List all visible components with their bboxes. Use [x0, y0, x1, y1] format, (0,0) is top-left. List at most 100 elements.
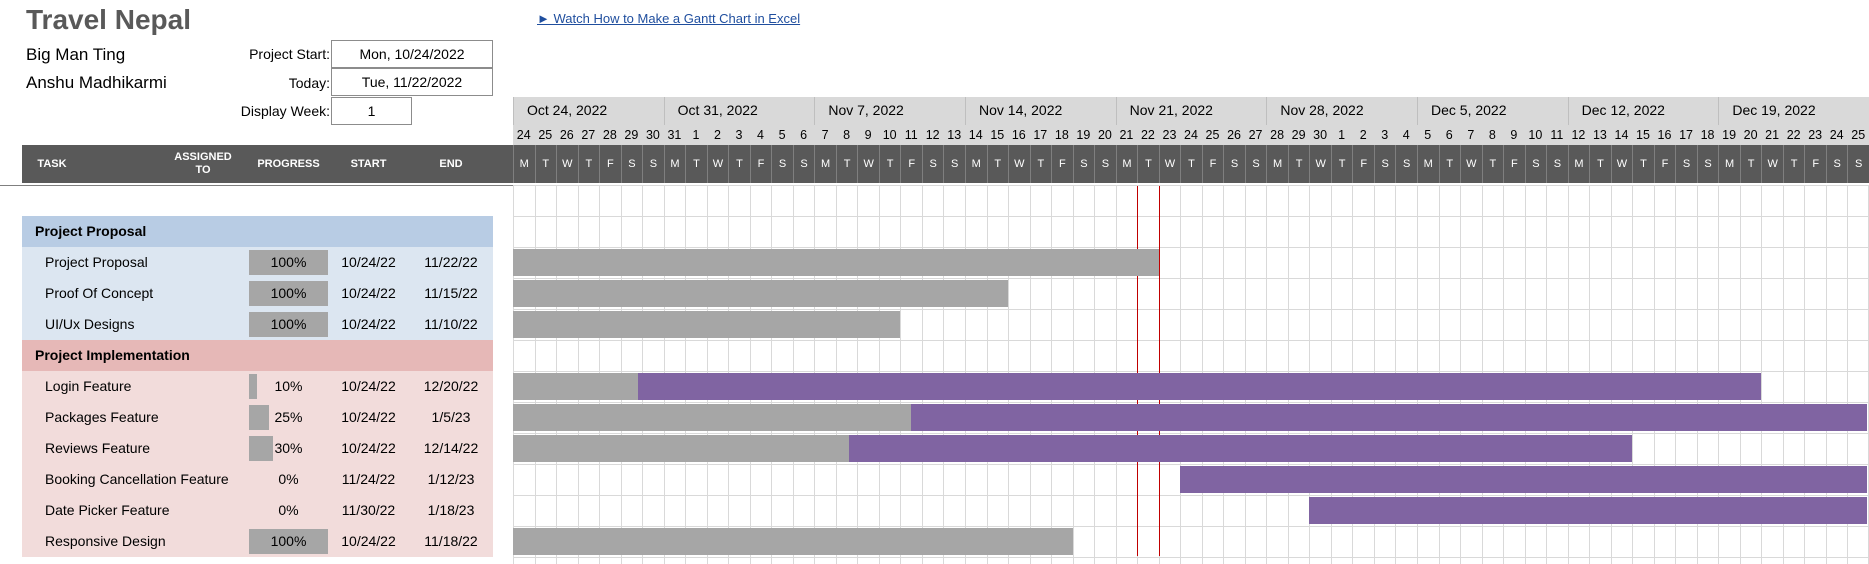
gantt-bar-completed[interactable]	[513, 373, 638, 400]
project-start-field[interactable]: Mon, 10/24/2022	[331, 40, 493, 68]
timeline-header: Oct 24, 2022 Oct 31, 2022 Nov 7, 2022 Nov 1…	[513, 97, 1869, 145]
end-date[interactable]: 11/15/22	[424, 285, 478, 301]
timeline-day-letter: W	[706, 145, 729, 183]
timeline-day-number: 24	[1184, 128, 1198, 142]
start-date[interactable]: 11/24/22	[341, 471, 396, 487]
timeline-day-number: 20	[1097, 128, 1112, 142]
task-row[interactable]: Booking Cancellation Feature 0% 11/24/22 1/…	[22, 464, 493, 495]
timeline-day-letter: S	[620, 145, 643, 183]
col-progress: PROGRESS	[257, 157, 320, 170]
progress-cell[interactable]: 0%	[249, 495, 328, 526]
progress-text: 25%	[274, 409, 303, 425]
progress-cell[interactable]: 100%	[249, 526, 328, 557]
col-start: START	[350, 157, 387, 170]
timeline-day-letter: T	[835, 145, 858, 183]
timeline-day-number: 17	[1679, 128, 1693, 142]
project-title: Travel Nepal	[26, 4, 191, 35]
end-date[interactable]: 1/5/23	[431, 409, 471, 425]
end-date[interactable]: 11/22/22	[424, 254, 478, 270]
phase-row[interactable]: Project Implementation	[22, 340, 493, 371]
timeline-day-letter: T	[1438, 145, 1461, 183]
timeline-day-letter: T	[1739, 145, 1762, 183]
timeline-day-letter: F	[1653, 145, 1676, 183]
today-field[interactable]: Tue, 11/22/2022	[331, 68, 493, 96]
watch-tutorial-link[interactable]: ► Watch How to Make a Gantt Chart in Exc…	[537, 11, 801, 26]
start-date[interactable]: 10/24/22	[341, 378, 396, 394]
grid-row-line	[513, 216, 1869, 217]
timeline-day-number: 29	[1291, 128, 1306, 142]
progress-cell[interactable]: 30%	[249, 433, 328, 464]
start-date[interactable]: 10/24/22	[341, 440, 396, 456]
progress-fill	[249, 250, 328, 275]
grid-row-line	[513, 526, 1869, 527]
today-marker-line	[1137, 186, 1139, 556]
end-date[interactable]: 11/10/22	[424, 316, 478, 332]
timeline-day-letter: S	[1524, 145, 1547, 183]
timeline-day-letter: T	[1782, 145, 1805, 183]
timeline-day-letter: F	[1352, 145, 1374, 183]
progress-cell[interactable]: 100%	[249, 278, 328, 309]
task-row[interactable]: Project Proposal 100% 10/24/22 11/22/22	[22, 247, 493, 278]
end-date[interactable]: 1/18/23	[427, 502, 475, 518]
timeline-day-number: 1	[692, 128, 700, 142]
gantt-bar-completed[interactable]	[513, 435, 849, 462]
start-date[interactable]: 10/24/22	[341, 316, 396, 332]
gantt-bar-completed[interactable]	[513, 249, 1159, 276]
task-name: Booking Cancellation Feature	[45, 471, 229, 487]
task-row[interactable]: Date Picker Feature 0% 11/30/22 1/18/23	[22, 495, 493, 526]
grid-row-line	[513, 247, 1869, 248]
gantt-bar-completed[interactable]	[513, 311, 901, 338]
gantt-bar-remaining[interactable]	[848, 435, 1633, 462]
gantt-bar-completed[interactable]	[513, 528, 1073, 555]
gantt-bar-completed[interactable]	[513, 280, 1009, 307]
task-name: UI/Ux Designs	[45, 316, 135, 332]
start-date[interactable]: 10/24/22	[341, 254, 396, 270]
timeline-day-letter: F	[1503, 145, 1525, 183]
timeline-day-letter: T	[685, 145, 707, 183]
start-date[interactable]: 11/30/22	[341, 502, 396, 518]
progress-text: 100%	[270, 533, 307, 549]
task-row[interactable]: Responsive Design 100% 10/24/22 11/18/22	[22, 526, 493, 557]
timeline-day-letter: F	[1201, 145, 1224, 183]
gantt-bar-remaining[interactable]	[637, 373, 1762, 400]
progress-cell[interactable]: 100%	[249, 247, 328, 278]
timeline-day-letter: W	[1309, 145, 1331, 183]
timeline-week: Nov 7, 2022	[814, 97, 965, 125]
progress-fill	[249, 374, 257, 399]
task-row[interactable]: Reviews Feature 30% 10/24/22 12/14/22	[22, 433, 493, 464]
start-date[interactable]: 10/24/22	[341, 533, 396, 549]
end-date[interactable]: 12/14/22	[423, 440, 479, 456]
display-week-field[interactable]: 1	[331, 97, 412, 125]
timeline-day-letter: M	[1567, 145, 1590, 183]
phase-row[interactable]: Project Proposal	[22, 216, 493, 247]
task-row[interactable]: Packages Feature 25% 10/24/22 1/5/23	[22, 402, 493, 433]
timeline-day-letter: W	[556, 145, 578, 183]
timeline-day-letter: T	[1481, 145, 1504, 183]
progress-cell[interactable]: 10%	[249, 371, 328, 402]
task-row[interactable]: Proof Of Concept 100% 10/24/22 11/15/22	[22, 278, 493, 309]
task-row[interactable]: UI/Ux Designs 100% 10/24/22 11/10/22	[22, 309, 493, 340]
gantt-bar-remaining[interactable]	[1180, 466, 1867, 493]
timeline-day-number: 27	[581, 128, 596, 142]
task-row[interactable]: Login Feature 10% 10/24/22 12/20/22	[22, 371, 493, 402]
end-date[interactable]: 1/12/23	[427, 471, 475, 487]
timeline-day-number: 14	[1614, 128, 1629, 142]
timeline-day-number: 12	[925, 128, 940, 142]
end-date[interactable]: 12/20/22	[423, 378, 479, 394]
timeline-day-number: 15	[1636, 128, 1650, 142]
timeline-day-letter: W	[857, 145, 879, 183]
progress-fill	[249, 436, 273, 461]
timeline-day-letter: F	[749, 145, 772, 183]
timeline-day-number: 2	[713, 128, 721, 142]
timeline-day-number: 6	[800, 128, 808, 142]
task-name: Login Feature	[45, 378, 132, 394]
start-date[interactable]: 10/24/22	[341, 409, 396, 425]
start-date[interactable]: 10/24/22	[341, 285, 396, 301]
progress-cell[interactable]: 100%	[249, 309, 328, 340]
progress-cell[interactable]: 0%	[249, 464, 328, 495]
gantt-bar-remaining[interactable]	[1309, 497, 1867, 524]
gantt-bar-completed[interactable]	[513, 404, 912, 431]
progress-cell[interactable]: 25%	[249, 402, 328, 433]
end-date[interactable]: 11/18/22	[424, 533, 478, 549]
gantt-bar-remaining[interactable]	[911, 404, 1867, 431]
